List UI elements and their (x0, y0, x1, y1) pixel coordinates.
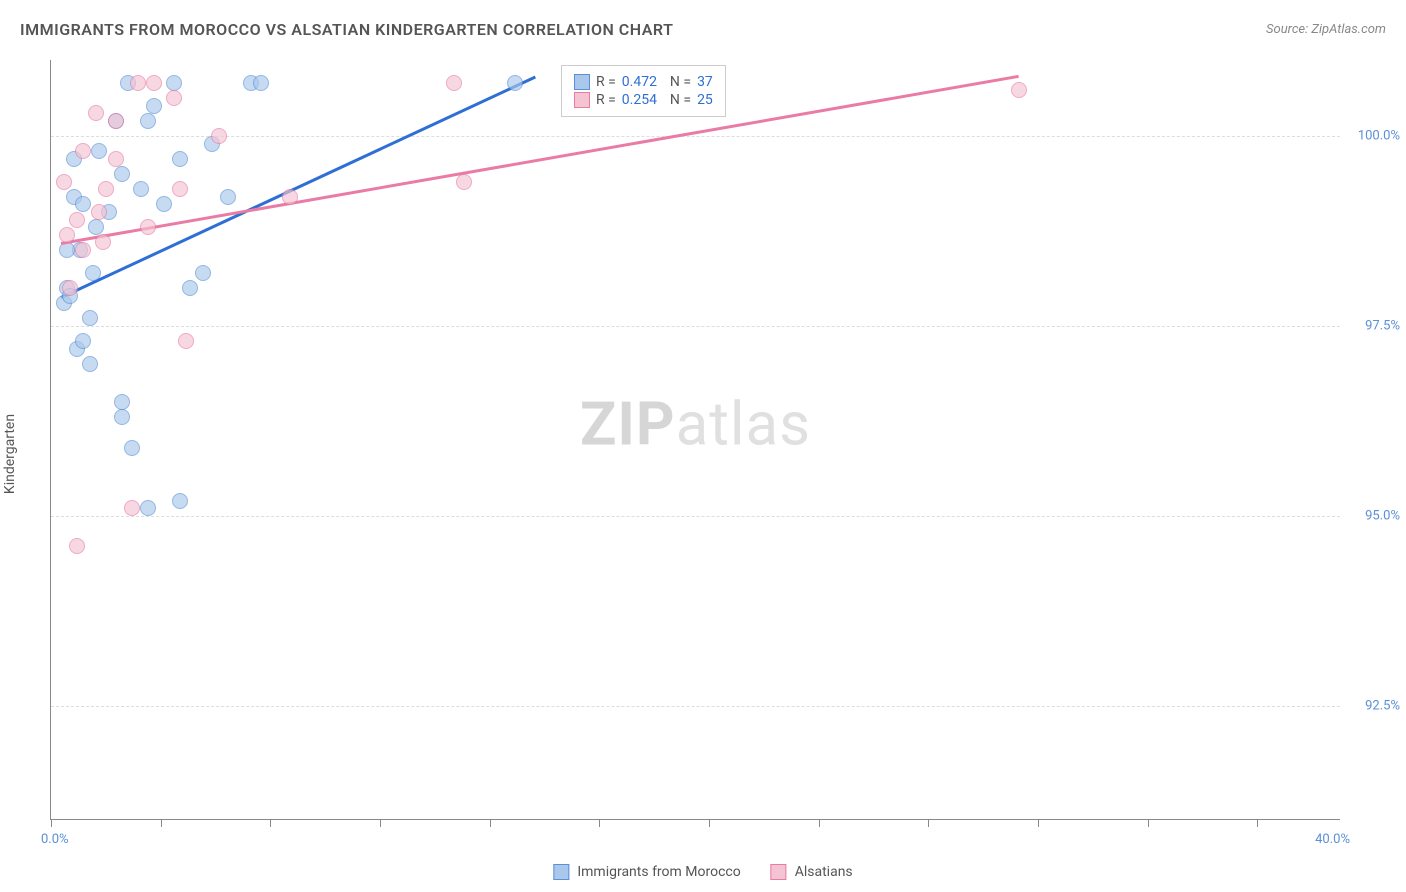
legend-swatch-pink (771, 864, 787, 880)
data-point (91, 143, 107, 159)
legend-item-morocco: Immigrants from Morocco (553, 864, 740, 880)
data-point (166, 90, 182, 106)
data-point (456, 174, 472, 190)
x-tick (1257, 819, 1258, 827)
legend-label-alsatians: Alsatians (795, 864, 853, 880)
x-label-max: 40.0% (1315, 832, 1350, 847)
data-point (220, 189, 236, 205)
legend-row: R = 0.254 N = 25 (574, 92, 713, 108)
x-tick (161, 819, 162, 827)
y-tick-label: 92.5% (1365, 699, 1400, 714)
data-point (114, 409, 130, 425)
watermark-zip: ZIP (580, 389, 676, 460)
data-point (82, 310, 98, 326)
grid-line (51, 516, 1340, 517)
data-point (98, 181, 114, 197)
legend-n-value: 25 (697, 92, 713, 108)
y-tick-label: 95.0% (1365, 509, 1400, 524)
data-point (211, 128, 227, 144)
source-attribution: Source: ZipAtlas.com (1266, 22, 1386, 37)
data-point (75, 143, 91, 159)
data-point (146, 98, 162, 114)
plot-area: ZIPatlas 92.5%95.0%97.5%100.0%0.0%40.0%R… (50, 60, 1340, 820)
data-point (95, 234, 111, 250)
data-point (1011, 82, 1027, 98)
data-point (88, 105, 104, 121)
legend-n-label: N = (663, 92, 691, 108)
legend-swatch (574, 74, 590, 90)
correlation-legend: R = 0.472 N = 37 R = 0.254 N = 25 (561, 65, 726, 117)
data-point (75, 242, 91, 258)
data-point (69, 538, 85, 554)
x-tick (599, 819, 600, 827)
watermark-atlas: atlas (676, 389, 811, 460)
y-tick-label: 97.5% (1365, 319, 1400, 334)
data-point (75, 196, 91, 212)
data-point (178, 333, 194, 349)
data-point (282, 189, 298, 205)
bottom-legend: Immigrants from Morocco Alsatians (553, 864, 852, 880)
watermark: ZIPatlas (580, 389, 811, 460)
legend-swatch-blue (553, 864, 569, 880)
data-point (91, 204, 107, 220)
x-tick (51, 819, 52, 827)
legend-row: R = 0.472 N = 37 (574, 74, 713, 90)
x-label-min: 0.0% (41, 832, 69, 847)
data-point (133, 181, 149, 197)
data-point (69, 212, 85, 228)
legend-r-value: 0.254 (622, 92, 657, 108)
data-point (88, 219, 104, 235)
data-point (108, 151, 124, 167)
legend-r-label: R = (596, 92, 616, 108)
legend-n-label: N = (663, 74, 691, 90)
data-point (59, 227, 75, 243)
legend-r-value: 0.472 (622, 74, 657, 90)
data-point (114, 394, 130, 410)
data-point (140, 219, 156, 235)
data-point (124, 440, 140, 456)
x-tick (1148, 819, 1149, 827)
chart-title: IMMIGRANTS FROM MOROCCO VS ALSATIAN KIND… (20, 20, 673, 39)
data-point (182, 280, 198, 296)
x-tick (380, 819, 381, 827)
legend-n-value: 37 (697, 74, 713, 90)
data-point (85, 265, 101, 281)
data-point (75, 333, 91, 349)
data-point (507, 75, 523, 91)
legend-swatch (574, 92, 590, 108)
y-tick-label: 100.0% (1358, 129, 1400, 144)
data-point (172, 151, 188, 167)
x-tick (819, 819, 820, 827)
x-tick (270, 819, 271, 827)
y-axis-label: Kindergarten (2, 414, 18, 494)
data-point (156, 196, 172, 212)
data-point (114, 166, 130, 182)
data-point (146, 75, 162, 91)
data-point (253, 75, 269, 91)
x-tick (490, 819, 491, 827)
data-point (172, 181, 188, 197)
legend-label-morocco: Immigrants from Morocco (577, 864, 740, 880)
legend-item-alsatians: Alsatians (771, 864, 853, 880)
data-point (140, 113, 156, 129)
data-point (62, 280, 78, 296)
legend-r-label: R = (596, 74, 616, 90)
data-point (446, 75, 462, 91)
x-tick (928, 819, 929, 827)
data-point (166, 75, 182, 91)
data-point (124, 500, 140, 516)
grid-line (51, 326, 1340, 327)
data-point (140, 500, 156, 516)
data-point (56, 174, 72, 190)
grid-line (51, 136, 1340, 137)
data-point (82, 356, 98, 372)
grid-line (51, 706, 1340, 707)
data-point (195, 265, 211, 281)
x-tick (1038, 819, 1039, 827)
trend-line-pink (60, 75, 1018, 245)
data-point (130, 75, 146, 91)
data-point (108, 113, 124, 129)
data-point (172, 493, 188, 509)
x-tick (709, 819, 710, 827)
